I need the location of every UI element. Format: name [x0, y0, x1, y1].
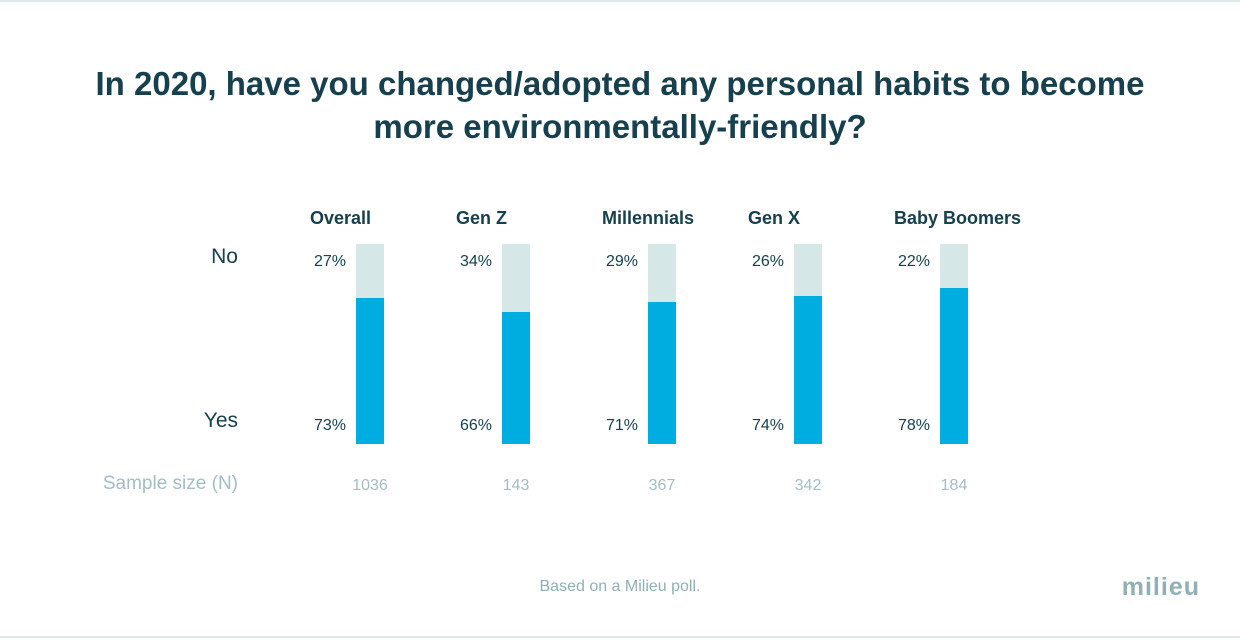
- bar-no-segment: [502, 244, 530, 444]
- data-label-yes: 73%: [313, 417, 346, 434]
- bar-yes-segment: [940, 288, 968, 444]
- bar-no-segment: [794, 244, 822, 444]
- milieu-logo: milieu: [1121, 573, 1200, 601]
- sample-size-value: 342: [794, 477, 822, 494]
- bar-yes-segment: [648, 302, 676, 444]
- bar-yes-segment: [502, 312, 530, 444]
- data-label-yes: 74%: [751, 417, 784, 434]
- category-label: Millennials: [602, 208, 695, 228]
- sample-size-value: 184: [940, 477, 968, 494]
- data-label-no: 22%: [897, 253, 930, 270]
- row-label-no: No: [211, 245, 238, 268]
- category-label: Gen X: [748, 208, 801, 228]
- bar-no-segment: [356, 244, 384, 444]
- data-label-yes: 78%: [897, 417, 930, 434]
- sample-size-value: 1036: [352, 477, 388, 494]
- bar-no-segment: [648, 244, 676, 444]
- data-label-no: 26%: [751, 253, 784, 270]
- top-border: [0, 0, 1240, 2]
- bottom-border: [0, 636, 1240, 638]
- footnote: Based on a Milieu poll.: [539, 578, 701, 595]
- sample-size-value: 367: [648, 477, 676, 494]
- bar-yes-segment: [356, 298, 384, 444]
- data-label-yes: 71%: [605, 417, 638, 434]
- bar-no-segment: [940, 244, 968, 444]
- sample-size-label: Sample size (N): [102, 473, 238, 494]
- data-label-no: 34%: [459, 253, 492, 270]
- data-label-no: 27%: [313, 253, 346, 270]
- data-label-yes: 66%: [459, 417, 492, 434]
- data-label-no: 29%: [605, 253, 638, 270]
- category-label: Gen Z: [456, 208, 508, 228]
- chart-title: In 2020, have you changed/adopted any pe…: [95, 65, 1145, 145]
- sample-size-value: 143: [502, 477, 530, 494]
- row-label-yes: Yes: [203, 409, 238, 432]
- bar-yes-segment: [794, 296, 822, 444]
- category-label: Overall: [310, 208, 372, 228]
- category-label: Baby Boomers: [894, 208, 1022, 228]
